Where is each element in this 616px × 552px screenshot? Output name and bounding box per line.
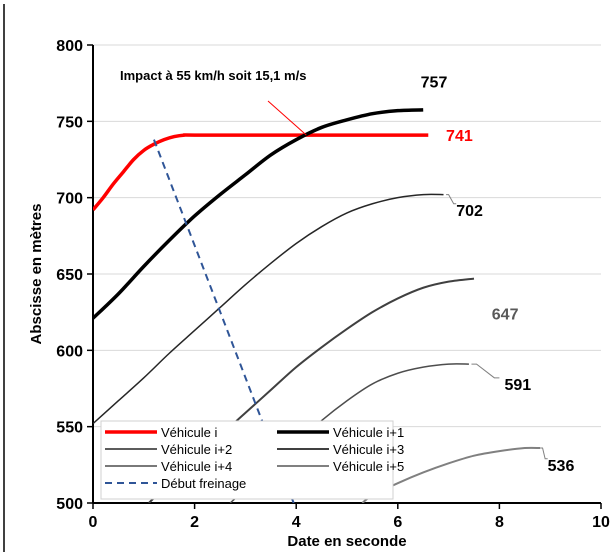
end-label-vehicule-i4: 591	[504, 377, 531, 394]
end-label-leader-vehicule-i2	[446, 194, 457, 205]
annotations: 741 757 702 647 591 536 Impact à 55 km/h soit …	[120, 68, 574, 475]
end-label-vehicule-i3: 647	[492, 307, 519, 324]
end-label-leader-vehicule-i4	[471, 363, 500, 379]
end-label-vehicule-i5: 536	[548, 458, 575, 475]
legend: Véhicule i Véhicule i+1 Véhicule i+2 Véhicu…	[100, 420, 404, 500]
legend-label-vehicule-i5: Véhicule i+5	[333, 459, 404, 474]
impact-annotation: Impact à 55 km/h soit 15,1 m/s	[120, 68, 306, 83]
x-tick-label-10: 10	[592, 514, 610, 531]
x-tick-label-0: 0	[89, 514, 98, 531]
legend-label-vehicule-i1: Véhicule i+1	[333, 425, 404, 440]
legend-label-vehicule-i4: Véhicule i+4	[161, 459, 232, 474]
y-tick-label-700: 700	[56, 191, 83, 208]
end-label-vehicule-i: 741	[446, 128, 473, 145]
impact-leader-line	[267, 100, 307, 136]
end-label-vehicule-i1: 757	[421, 75, 448, 92]
y-axis-title: Abscisse en mètres	[28, 204, 45, 345]
x-tick-label-2: 2	[190, 514, 199, 531]
x-tick-label-4: 4	[292, 514, 301, 531]
x-axis-title: Date en seconde	[287, 533, 406, 550]
y-tick-label-750: 750	[56, 114, 83, 131]
legend-box	[100, 420, 394, 500]
legend-label-vehicule-i2: Véhicule i+2	[161, 442, 232, 457]
series-line-vehicule-i2	[93, 193, 444, 425]
end-label-vehicule-i2: 702	[456, 203, 483, 220]
x-tick-label-8: 8	[495, 514, 504, 531]
legend-label-vehicule-i3: Véhicule i+3	[333, 442, 404, 457]
y-tick-label-550: 550	[56, 420, 83, 437]
legend-label-vehicule-i: Véhicule i	[161, 425, 217, 440]
gridlines	[93, 44, 601, 428]
y-tick-label-650: 650	[56, 267, 83, 284]
y-tick-label-800: 800	[56, 38, 83, 55]
y-tick-label-600: 600	[56, 343, 83, 360]
end-label-leader-vehicule-i5	[540, 447, 548, 460]
y-tick-label-500: 500	[56, 496, 83, 513]
axes: 500 550 600 650 700 750 800 0 2 4 6 8 10 Date en seco…	[28, 38, 610, 550]
series-line-vehicule-i1	[93, 108, 424, 320]
x-tick-label-6: 6	[393, 514, 402, 531]
series-line-vehicule-i	[93, 133, 429, 212]
legend-label-debut-freinage: Début freinage	[161, 476, 246, 491]
